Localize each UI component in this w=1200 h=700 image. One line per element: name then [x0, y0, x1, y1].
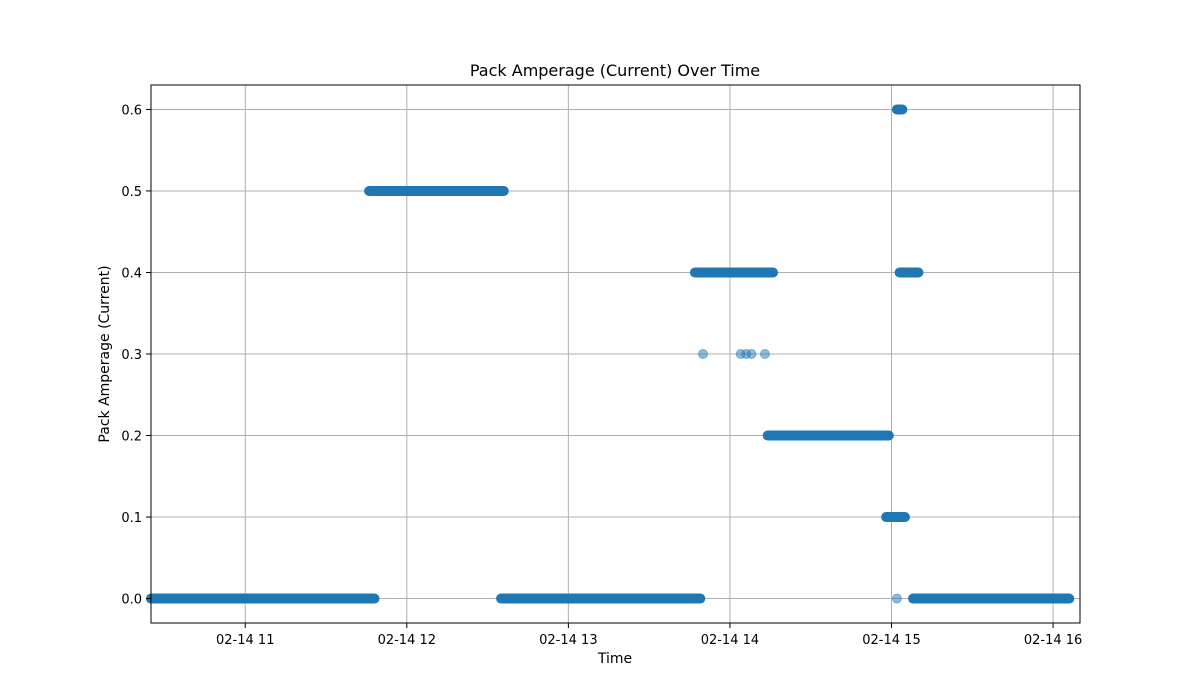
y-tick-label: 0.0: [121, 593, 142, 608]
y-tick-label: 0.1: [121, 511, 142, 526]
data-segments: [146, 104, 1075, 604]
x-tick-label: 02-14 15: [862, 633, 920, 648]
y-axis: 0.0 0.1 0.2 0.3 0.4 0.5 0.6: [121, 103, 151, 608]
y-tick-label: 0.6: [121, 103, 142, 118]
grid: [151, 85, 1080, 623]
y-tick-label: 0.4: [121, 266, 142, 281]
data-points: [698, 349, 902, 604]
x-tick-label: 02-14 14: [701, 633, 759, 648]
data-point: [891, 593, 902, 604]
data-point: [698, 349, 709, 359]
x-tick-label: 02-14 13: [539, 633, 597, 648]
x-tick-label: 02-14 16: [1024, 633, 1082, 648]
chart-title: Pack Amperage (Current) Over Time: [470, 61, 760, 80]
x-axis: 02-14 11 02-14 12 02-14 13 02-14 14 02-14 15…: [216, 623, 1082, 648]
x-tick-label: 02-14 11: [216, 633, 274, 648]
x-axis-label: Time: [597, 651, 632, 667]
x-tick-label: 02-14 12: [378, 633, 436, 648]
y-tick-label: 0.3: [121, 348, 142, 363]
y-axis-label: Pack Amperage (Current): [97, 265, 113, 442]
data-point: [759, 349, 770, 359]
y-tick-label: 0.5: [121, 185, 142, 200]
data-point: [746, 349, 757, 359]
y-tick-label: 0.2: [121, 430, 142, 445]
